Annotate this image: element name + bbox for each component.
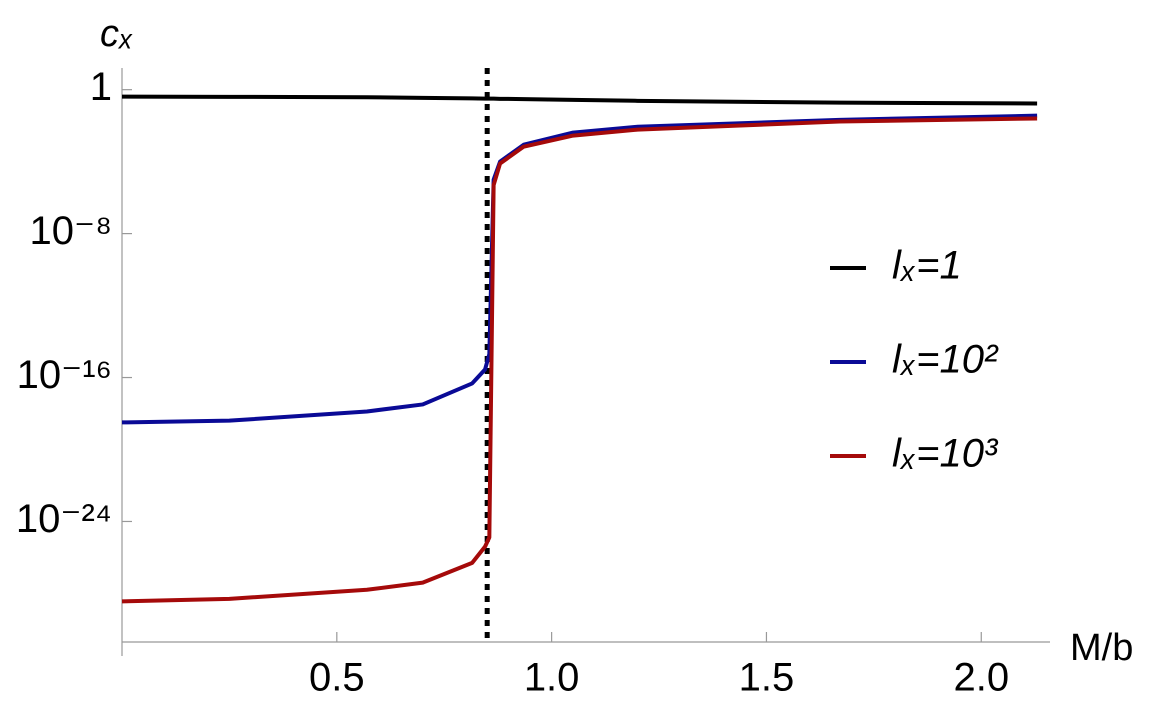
y-axis-label: cₓ xyxy=(100,13,133,55)
legend-label: lₓ=1 xyxy=(892,244,962,288)
y-tick-label: 10⁻²⁴ xyxy=(16,497,112,541)
legend-label: lₓ=10³ xyxy=(892,432,999,476)
x-tick-label: 2.0 xyxy=(953,656,1009,700)
y-tick-label: 10⁻⁸ xyxy=(30,209,112,253)
y-tick-label: 1 xyxy=(90,65,112,109)
legend-label: lₓ=10² xyxy=(892,338,999,382)
x-tick-label: 0.5 xyxy=(309,656,365,700)
x-axis-label: M/b xyxy=(1070,627,1133,669)
series-line xyxy=(121,116,1038,604)
x-tick-label: 1.0 xyxy=(524,656,580,700)
x-tick-label: 1.5 xyxy=(739,656,795,700)
y-tick-label: 10⁻¹⁶ xyxy=(17,353,112,397)
series-line xyxy=(121,94,1038,106)
